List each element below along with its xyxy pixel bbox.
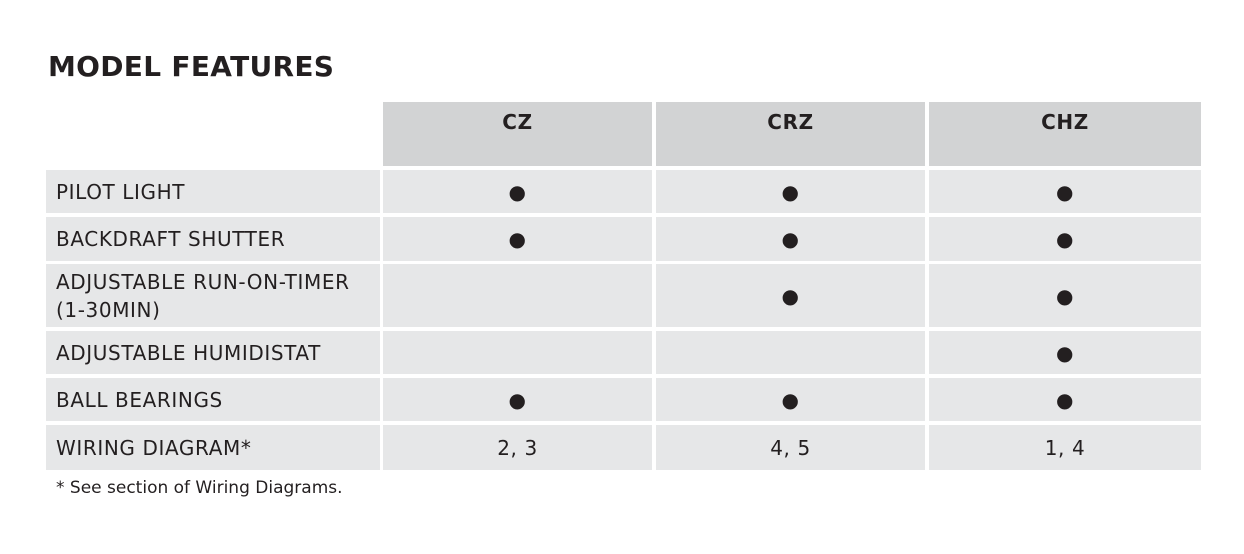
table-cell: ● (656, 170, 925, 213)
table-cell: 1, 4 (929, 425, 1201, 470)
table-cell (383, 264, 652, 327)
table-cell: ● (383, 217, 652, 261)
row-label: BACKDRAFT SHUTTER (46, 217, 380, 261)
table-cell: ● (929, 331, 1201, 374)
header-cell: CHZ (929, 102, 1201, 166)
title: MODEL FEATURES (48, 50, 335, 83)
header-cell: CZ (383, 102, 652, 166)
table-cell: 2, 3 (383, 425, 652, 470)
row-label: ADJUSTABLE HUMIDISTAT (46, 331, 380, 374)
table-cell: ● (929, 170, 1201, 213)
header-cell: CRZ (656, 102, 925, 166)
table-cell: ● (383, 378, 652, 421)
table-cell: ● (656, 217, 925, 261)
footnote: * See section of Wiring Diagrams. (56, 478, 343, 498)
row-label: PILOT LIGHT (46, 170, 380, 213)
table-cell: 4, 5 (656, 425, 925, 470)
table-cell: ● (383, 170, 652, 213)
table-cell (656, 331, 925, 374)
row-label: ADJUSTABLE RUN-ON-TIMER (1-30MIN) (46, 264, 380, 327)
table-cell: ● (929, 264, 1201, 327)
table-cell: ● (656, 264, 925, 327)
table-cell: ● (929, 217, 1201, 261)
table-cell: ● (656, 378, 925, 421)
table-cell (383, 331, 652, 374)
row-label: WIRING DIAGRAM* (46, 425, 380, 470)
table-cell: ● (929, 378, 1201, 421)
row-label: BALL BEARINGS (46, 378, 380, 421)
